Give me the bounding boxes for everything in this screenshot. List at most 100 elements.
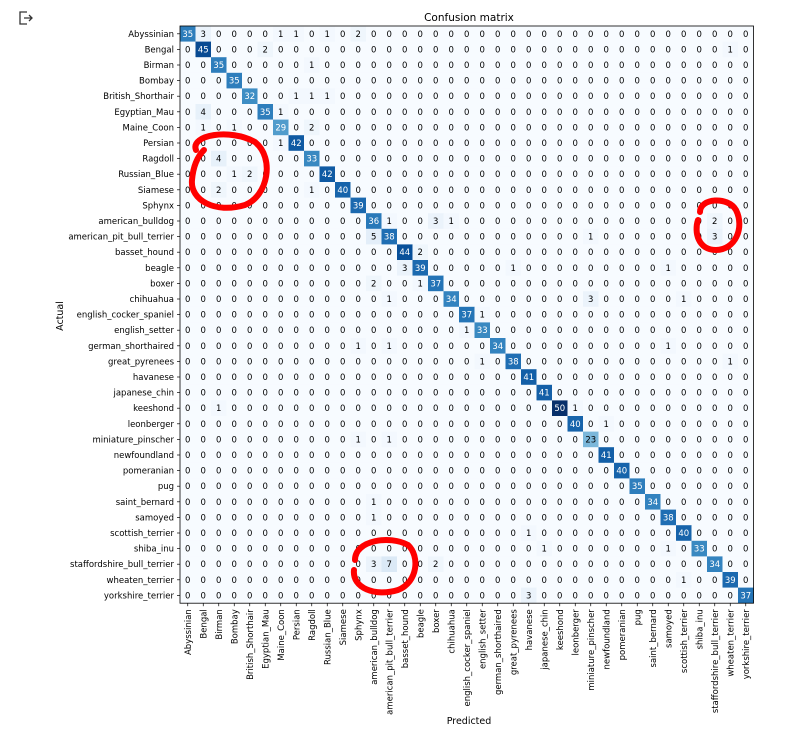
cell-value-label: 0 bbox=[356, 155, 361, 165]
cell-value-label: 0 bbox=[635, 373, 640, 383]
heatmap-cell bbox=[366, 369, 382, 386]
cell-value-label: 0 bbox=[635, 186, 640, 196]
y-tick-label: Bombay bbox=[139, 77, 174, 87]
cell-value-label: 1 bbox=[604, 420, 609, 430]
heatmap-cell bbox=[645, 150, 661, 167]
heatmap-cell bbox=[180, 260, 196, 276]
cell-value-label: 0 bbox=[418, 108, 423, 118]
cell-value-label: 0 bbox=[542, 404, 547, 414]
heatmap-cell bbox=[738, 306, 754, 323]
cell-value-label: 0 bbox=[526, 77, 531, 87]
cell-value-label: 0 bbox=[371, 482, 376, 492]
cell-value-label: 0 bbox=[247, 123, 252, 133]
cell-value-label: 0 bbox=[573, 264, 578, 274]
cell-value-label: 0 bbox=[201, 451, 206, 461]
cell-value-label: 0 bbox=[418, 420, 423, 430]
heatmap-cell bbox=[707, 119, 723, 136]
heatmap-cell bbox=[195, 338, 212, 354]
heatmap-cell bbox=[459, 104, 475, 120]
heatmap-cell bbox=[350, 322, 367, 339]
heatmap-cell bbox=[195, 119, 212, 136]
x-tick-label: beagle bbox=[416, 609, 426, 638]
cell-value-label: 0 bbox=[325, 482, 330, 492]
cell-value-label: 0 bbox=[526, 61, 531, 71]
cell-value-label: 0 bbox=[278, 170, 283, 180]
y-tick-label: saint_bernard bbox=[116, 498, 174, 508]
heatmap-cell bbox=[350, 353, 367, 370]
cell-value-label: 0 bbox=[433, 482, 438, 492]
cell-value-label: 0 bbox=[402, 217, 407, 227]
cell-value-label: 0 bbox=[666, 435, 671, 445]
x-tick-label: german_shorthaired bbox=[494, 609, 504, 695]
heatmap-cell bbox=[412, 369, 429, 386]
cell-value-label: 0 bbox=[697, 342, 702, 352]
cell-value-label: 0 bbox=[263, 326, 268, 336]
cell-value-label: 0 bbox=[309, 560, 314, 570]
cell-value-label: 0 bbox=[232, 591, 237, 601]
cell-value-label: 0 bbox=[542, 108, 547, 118]
heatmap-cell bbox=[490, 291, 506, 308]
heatmap-cell bbox=[707, 57, 723, 74]
y-tick-label: english_setter bbox=[114, 326, 174, 336]
heatmap-cell bbox=[412, 338, 429, 354]
cell-value-label: 0 bbox=[495, 186, 500, 196]
y-tick-label: Birman bbox=[144, 61, 174, 71]
cell-value-label: 0 bbox=[418, 155, 423, 165]
heatmap-cell bbox=[614, 166, 630, 183]
cell-value-label: 0 bbox=[325, 529, 330, 539]
cell-value-label: 1 bbox=[728, 45, 733, 55]
heatmap-cell bbox=[443, 369, 460, 386]
heatmap-cell bbox=[242, 119, 258, 136]
cell-value-label: 0 bbox=[309, 248, 314, 258]
cell-value-label: 0 bbox=[402, 498, 407, 508]
cell-value-label: 0 bbox=[433, 186, 438, 196]
heatmap-cell bbox=[335, 135, 351, 152]
cell-value-label: 0 bbox=[201, 295, 206, 305]
cell-value-label: 50 bbox=[554, 404, 565, 414]
cell-value-label: 0 bbox=[619, 513, 624, 523]
cell-value-label: 0 bbox=[449, 311, 454, 321]
cell-value-label: 0 bbox=[216, 264, 221, 274]
heatmap-cell bbox=[180, 369, 196, 386]
cell-value-label: 0 bbox=[635, 576, 640, 586]
cell-value-label: 0 bbox=[263, 311, 268, 321]
cell-value-label: 0 bbox=[449, 279, 454, 289]
cell-value-label: 0 bbox=[294, 311, 299, 321]
cell-value-label: 0 bbox=[743, 123, 748, 133]
heatmap-cell bbox=[412, 244, 429, 261]
cell-value-label: 0 bbox=[402, 404, 407, 414]
cell-value-label: 0 bbox=[371, 357, 376, 367]
heatmap-cell bbox=[552, 338, 568, 354]
heatmap-cell bbox=[552, 135, 568, 152]
cell-value-label: 0 bbox=[557, 545, 562, 555]
cell-value-label: 0 bbox=[418, 217, 423, 227]
cell-value-label: 0 bbox=[325, 420, 330, 430]
heatmap-cell bbox=[242, 291, 258, 308]
heatmap-cell bbox=[490, 228, 506, 245]
heatmap-cell bbox=[211, 260, 227, 276]
heatmap-cell bbox=[319, 306, 336, 323]
cell-value-label: 0 bbox=[325, 545, 330, 555]
heatmap-cell bbox=[273, 369, 289, 386]
y-tick-label: British_Shorthair bbox=[103, 92, 174, 102]
cell-value-label: 0 bbox=[185, 248, 190, 258]
heatmap-cell bbox=[459, 150, 475, 167]
heatmap-cell bbox=[412, 57, 429, 74]
output-exit-icon[interactable] bbox=[18, 10, 34, 26]
heatmap-cell bbox=[614, 119, 630, 136]
heatmap-cell bbox=[505, 306, 522, 323]
heatmap-cell bbox=[273, 150, 289, 167]
cell-value-label: 0 bbox=[619, 482, 624, 492]
heatmap-cell bbox=[707, 135, 723, 152]
heatmap-cell bbox=[459, 41, 475, 58]
cell-value-label: 1 bbox=[294, 30, 299, 40]
cell-value-label: 0 bbox=[387, 420, 392, 430]
cell-value-label: 0 bbox=[247, 279, 252, 289]
x-axis-label: Predicted bbox=[447, 716, 492, 727]
cell-value-label: 37 bbox=[461, 311, 472, 321]
cell-value-label: 0 bbox=[464, 373, 469, 383]
heatmap-cell bbox=[567, 228, 584, 245]
cell-value-label: 0 bbox=[650, 513, 655, 523]
cell-value-label: 0 bbox=[604, 170, 609, 180]
heatmap-cell bbox=[676, 306, 692, 323]
